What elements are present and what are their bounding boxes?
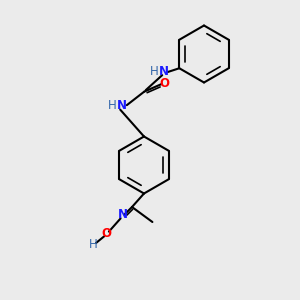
Text: O: O [159, 77, 169, 90]
Text: N: N [117, 99, 127, 112]
Text: H: H [88, 238, 98, 251]
Text: O: O [101, 227, 112, 240]
Text: H: H [107, 99, 116, 112]
Text: N: N [118, 208, 128, 221]
Text: H: H [150, 65, 159, 78]
Text: N: N [159, 65, 169, 78]
